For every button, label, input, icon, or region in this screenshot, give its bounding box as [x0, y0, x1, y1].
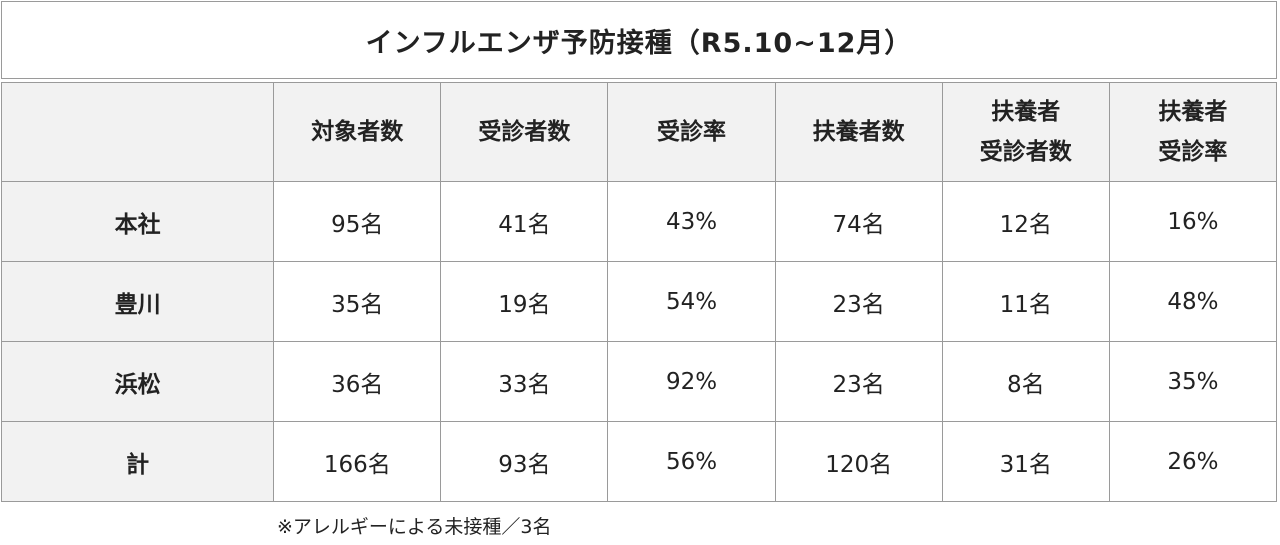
table-cell: 56% — [607, 421, 776, 502]
table-cell: 41名 — [440, 181, 609, 262]
table-cell: 93名 — [440, 421, 609, 502]
table-cell: 35名 — [273, 261, 442, 342]
header-dependent-count: 扶養者数 — [774, 82, 943, 182]
footnote: ※アレルギーによる未接種／3名 — [277, 516, 552, 538]
table-cell: 95名 — [273, 181, 442, 262]
table-row: 豊川 35名 19名 54% 23名 11名 48% — [0, 261, 1278, 342]
table-cell: 36名 — [273, 341, 442, 422]
vaccination-table: 対象者数 受診者数 受診率 扶養者数 扶養者 受診者数 扶養者 受診率 本社 95名… — [0, 82, 1278, 502]
table-cell: 35% — [1108, 341, 1278, 422]
header-row: 対象者数 受診者数 受診率 扶養者数 扶養者 受診者数 扶養者 受診率 — [0, 82, 1278, 182]
table-cell: 54% — [607, 261, 776, 342]
table-cell: 23名 — [774, 341, 943, 422]
table-cell: 23名 — [774, 261, 943, 342]
table-cell: 26% — [1108, 421, 1278, 502]
table-title: インフルエンザ予防接種（R5.10~12月） — [1, 1, 1277, 79]
table-cell: 48% — [1108, 261, 1278, 342]
table-cell: 19名 — [440, 261, 609, 342]
table-cell: 8名 — [941, 341, 1110, 422]
table-cell: 33名 — [440, 341, 609, 422]
table-cell: 92% — [607, 341, 776, 422]
header-examination-rate: 受診率 — [607, 82, 776, 182]
table-cell: 43% — [607, 181, 776, 262]
row-label: 豊川 — [0, 261, 275, 342]
table-cell: 16% — [1108, 181, 1278, 262]
table-cell: 74名 — [774, 181, 943, 262]
header-dependent-examinee-count: 扶養者 受診者数 — [941, 82, 1110, 182]
table-cell: 166名 — [273, 421, 442, 502]
table-cell: 120名 — [774, 421, 943, 502]
table-row-total: 計 166名 93名 56% 120名 31名 26% — [0, 421, 1278, 502]
table-cell: 12名 — [941, 181, 1110, 262]
table-row: 本社 95名 41名 43% 74名 12名 16% — [0, 181, 1278, 262]
row-label: 本社 — [0, 181, 275, 262]
table-cell: 11名 — [941, 261, 1110, 342]
row-label: 浜松 — [0, 341, 275, 422]
header-examinee-count: 受診者数 — [440, 82, 609, 182]
row-label: 計 — [0, 421, 275, 502]
table-row: 浜松 36名 33名 92% 23名 8名 35% — [0, 341, 1278, 422]
header-target-count: 対象者数 — [273, 82, 442, 182]
header-dependent-examination-rate: 扶養者 受診率 — [1108, 82, 1278, 182]
header-corner — [0, 82, 275, 182]
table-cell: 31名 — [941, 421, 1110, 502]
